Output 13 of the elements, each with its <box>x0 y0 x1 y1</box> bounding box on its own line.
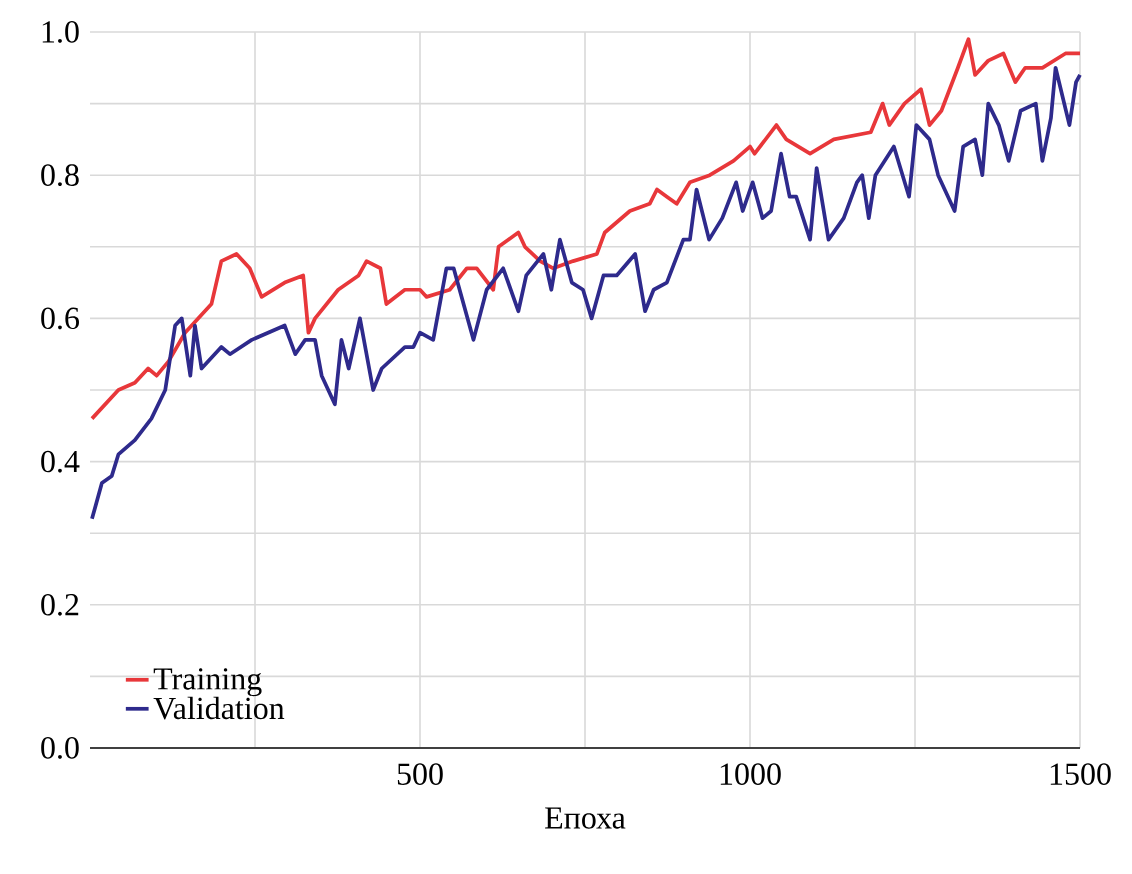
x-tick-label: 1000 <box>720 763 781 785</box>
x-tick-label: 500 <box>397 763 443 785</box>
y-tick-label: 0.8 <box>41 164 79 187</box>
y-tick-label: 0.2 <box>41 593 79 616</box>
y-tick-label: 0.0 <box>41 737 79 759</box>
y-tick-label: 1.0 <box>42 21 79 43</box>
legend-label: Validation <box>153 696 285 720</box>
legend-label: Training <box>153 668 262 697</box>
x-tick-label: 1500 <box>1050 763 1111 785</box>
line-series <box>90 65 1082 521</box>
x-axis-title: Епоха <box>545 807 626 829</box>
y-tick-label: 0.4 <box>41 450 80 473</box>
y-tick-label: 0.6 <box>41 307 79 330</box>
